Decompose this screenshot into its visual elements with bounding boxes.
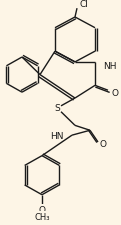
Text: O: O (99, 140, 106, 149)
Text: O: O (38, 205, 45, 214)
Text: S: S (54, 104, 60, 113)
Text: CH₃: CH₃ (34, 212, 50, 221)
Text: Cl: Cl (80, 0, 89, 9)
Text: NH: NH (103, 62, 117, 71)
Text: O: O (111, 88, 118, 97)
Text: HN: HN (50, 131, 64, 140)
